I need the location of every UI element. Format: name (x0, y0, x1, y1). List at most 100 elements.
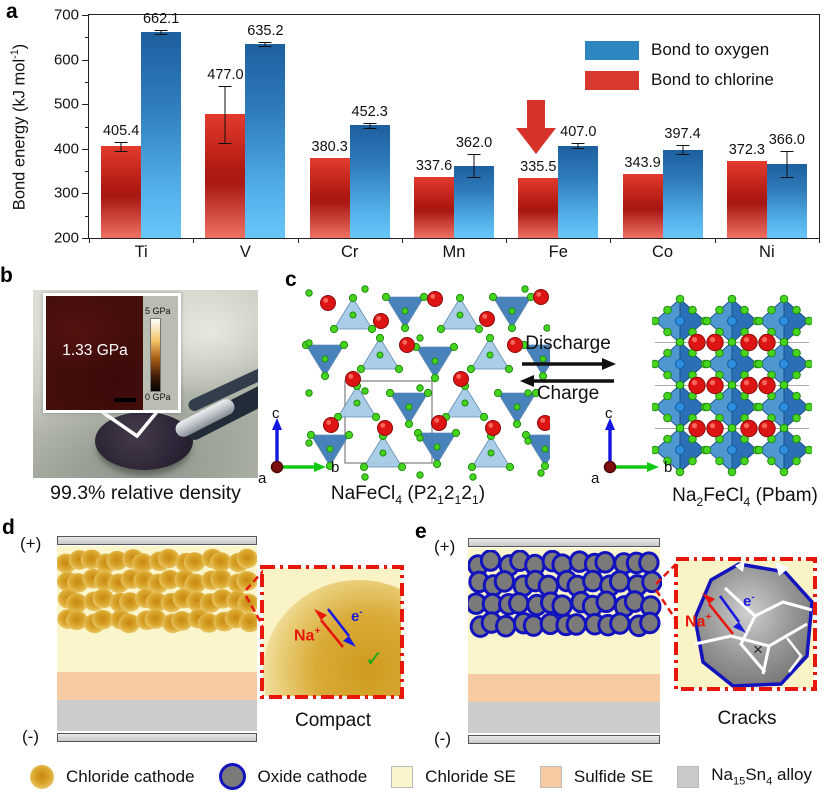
d-callout-lines (244, 569, 266, 629)
y-major-tick (82, 15, 89, 16)
error-cap (571, 143, 585, 145)
d-bottom-electrode (57, 733, 257, 742)
error-bar (264, 42, 266, 46)
y-tick-label: 400 (53, 140, 79, 158)
na2fecl4-formula: Na2FeCl4 (Pbam) (672, 485, 818, 509)
y-major-tick (82, 104, 89, 106)
legend-alloy-label: Na15Sn4 alloy (711, 765, 812, 788)
y-major-tick (82, 148, 89, 150)
x-category-label: Cr (340, 243, 359, 261)
error-bar (682, 145, 684, 155)
value-label-fe-chlorine: 335.5 (520, 158, 557, 175)
legend-chloride-cathode-label: Chloride cathode (66, 766, 195, 786)
bar-v-oxygen (245, 43, 286, 238)
panel-d-letter: d (2, 516, 15, 539)
chloride-cathode-particle (157, 548, 180, 569)
chloride-cathode-particle (197, 613, 220, 633)
x-category-label: Mn (442, 243, 466, 261)
value-label-ti-chlorine: 405.4 (102, 122, 140, 139)
e-callout-lines (654, 563, 678, 621)
colorbar-max-label: 5 GPa (145, 306, 171, 316)
chloride-cathode-particle (171, 611, 193, 631)
chloride-cathode-particle (183, 552, 206, 572)
legend-row-chlorine: Bond to chlorine (585, 70, 774, 90)
d-na-ion-label: Na+ (294, 626, 321, 645)
y-tick-label: 600 (53, 51, 79, 69)
x-tick (193, 238, 195, 243)
modulus-map-inset: 1.33 GPa 5 GPa 0 GPa (43, 293, 181, 413)
value-label-v-chlorine: 477.0 (207, 67, 244, 84)
pellet-photo: 1.33 GPa 5 GPa 0 GPa (33, 290, 258, 478)
chloride-cathode-particle (118, 613, 140, 634)
error-bar (224, 86, 226, 143)
panel-e-letter: e (415, 520, 427, 543)
oxide-cathode-particle (641, 570, 662, 594)
e-bottom-electrode (468, 735, 660, 744)
oxide-cathode-particle (608, 570, 631, 593)
relative-density-caption: 99.3% relative density (50, 482, 241, 504)
oxide-cathode-particle (508, 592, 530, 615)
chloride-se-icon (391, 765, 414, 788)
value-label-cr-chlorine: 380.3 (311, 138, 348, 155)
discharge-label: Discharge (525, 333, 611, 354)
y-major-tick (82, 59, 89, 61)
e-oxide-cathode-particles (468, 550, 662, 638)
error-bar (473, 154, 475, 178)
axis-c-label: c (605, 408, 613, 422)
error-cap (363, 123, 377, 125)
d-chloride-cathode-particles (57, 548, 257, 634)
error-cap (114, 141, 128, 143)
bar-cr-oxygen (349, 125, 390, 238)
inset-pointer-callout (94, 405, 163, 439)
bar-mn-chlorine (414, 176, 454, 238)
oxygen-legend-label: Bond to oxygen (651, 40, 770, 59)
panel-a-letter: a (6, 0, 18, 23)
panel-c-letter: c (285, 268, 297, 291)
x-tick (610, 238, 612, 243)
d-inset-border (260, 565, 404, 699)
scale-bar (114, 398, 136, 402)
d-top-electrode (57, 536, 257, 545)
d-inset-arrows (314, 608, 356, 648)
y-minor-tick (85, 215, 89, 217)
chloride-cathode-particle (144, 609, 167, 629)
value-label-cr-oxygen: 452.3 (351, 104, 388, 121)
y-axis-title: Bond energy (kJ mol-1) (9, 43, 29, 211)
d-negative-electrode-label: (-) (22, 727, 39, 746)
e-sulfide-se-layer (468, 674, 660, 702)
e-inset: Na+ e- × (677, 560, 814, 688)
y-tick-label: 500 (53, 95, 79, 113)
bar-chart-plot-area: 200 300 400 500 600 700 Ti 405.4 662.1 V 477.0 635.… (54, 7, 820, 261)
bar-fe-oxygen (558, 145, 599, 238)
error-bar (120, 141, 122, 151)
e-cross-mark: × (753, 640, 763, 659)
value-label-co-chlorine: 343.9 (624, 154, 661, 171)
x-tick (506, 238, 508, 243)
bar-ti-oxygen (141, 31, 182, 238)
error-cap (363, 127, 377, 129)
oxide-cathode-particle (639, 611, 661, 635)
error-cap (154, 33, 168, 35)
error-cap (467, 177, 481, 179)
nafecl4-structure (301, 285, 550, 481)
bar-fe-chlorine (518, 177, 559, 238)
x-tick (819, 238, 820, 243)
error-cap (780, 150, 794, 152)
y-minor-tick (85, 126, 89, 128)
e-na-ion-label: Na+ (685, 612, 712, 631)
error-cap (154, 30, 168, 32)
y-major-tick (82, 193, 89, 195)
pellet-disc (95, 412, 193, 470)
d-inset: Na+ e- ✓ (263, 568, 401, 696)
value-label-fe-oxygen: 407.0 (560, 124, 597, 141)
y-minor-tick (85, 81, 89, 83)
bar-co-chlorine (622, 173, 663, 238)
figure-legend: Chloride cathode Oxide cathode Chloride … (30, 760, 826, 793)
error-cap (676, 154, 690, 156)
modulus-map: 1.33 GPa (46, 296, 143, 410)
y-tick-label: 700 (53, 6, 79, 24)
chloride-cathode-particle (236, 548, 257, 569)
chloride-cathode-particle (66, 610, 88, 631)
chloride-cathode-particle (158, 569, 181, 590)
